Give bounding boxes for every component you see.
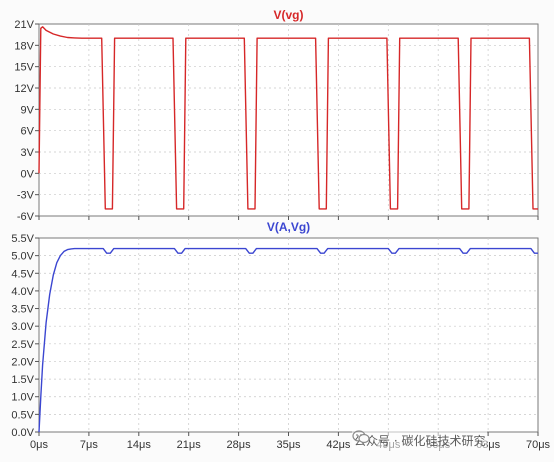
x-tick-label: 21μs (177, 439, 202, 451)
y-tick-label: 4.5V (11, 268, 34, 280)
y-tick-label: 2.0V (11, 356, 34, 368)
y-tick-label: 0.5V (11, 409, 34, 421)
plot-title: V(A,Vg) (267, 220, 310, 234)
wechat-icon (352, 430, 370, 444)
watermark: 公众号 · 碳化硅技术研究 (352, 430, 488, 450)
x-tick-label: 42μs (326, 439, 351, 451)
y-tick-label: 18V (14, 40, 34, 52)
y-tick-label: 1.5V (11, 374, 34, 386)
y-tick-label: 5.0V (11, 251, 34, 263)
plot-panel-1: 21V 18V 15V 12V 9V 6V 3V 0V -3V -6V V(vg) (14, 8, 539, 223)
y-tick-label: 21V (14, 19, 34, 31)
y-tick-label: -3V (17, 190, 35, 202)
y-tick-label: 15V (14, 62, 34, 74)
series-line-vg (38, 26, 538, 210)
y-tick-label: 5.5V (11, 233, 34, 245)
y-tick-label: -6V (17, 211, 35, 223)
watermark-text: 公众号 · 碳化硅技术研究 (354, 433, 486, 448)
y-tick-label: 3.5V (11, 304, 34, 316)
y-tick-label: 0V (21, 168, 35, 180)
x-tick-label: 28μs (227, 439, 252, 451)
x-tick-label: 35μs (276, 439, 301, 451)
plot-title: V(vg) (274, 8, 304, 22)
y-tick-label: 4.0V (11, 286, 34, 298)
x-tick-label: 0μs (30, 439, 48, 451)
series-line-a-vg (38, 247, 538, 433)
y-tick-label: 2.5V (11, 339, 34, 351)
y-tick-label: 3V (21, 147, 35, 159)
y-tick-label: 1.0V (11, 392, 34, 404)
y-tick-label: 12V (14, 83, 34, 95)
y-tick-label: 3.0V (11, 321, 34, 333)
y-tick-label: 0.0V (11, 427, 34, 439)
x-tick-label: 70μs (526, 439, 551, 451)
x-tick-label: 7μs (80, 439, 98, 451)
plot-panel-2: 5.5V 5.0V 4.5V 4.0V 3.5V 3.0V 2.5V 2.0V 1.5V 1.0V… (11, 220, 550, 451)
y-tick-label: 9V (21, 104, 35, 116)
x-tick-label: 14μs (127, 439, 152, 451)
y-tick-label: 6V (21, 126, 35, 138)
